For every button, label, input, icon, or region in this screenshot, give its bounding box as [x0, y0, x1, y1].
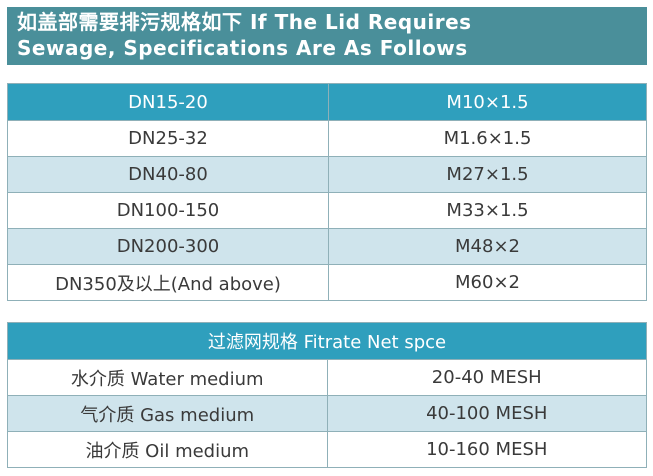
table-row: DN15-20 M10×1.5 — [7, 83, 647, 121]
table-cell: 10-160 MESH — [326, 431, 647, 468]
header-line-1: 如盖部需要排污规格如下 If The Lid Requires — [17, 10, 472, 34]
table-cell: 20-40 MESH — [326, 359, 647, 396]
table-row: 水介质 Water medium 20-40 MESH — [7, 359, 647, 396]
table-cell: M10×1.5 — [328, 83, 647, 121]
table-header-row: 过滤网规格 Fitrate Net spce — [7, 322, 647, 360]
table-cell: DN350及以上(And above) — [7, 264, 329, 301]
table-cell: DN100-150 — [7, 192, 329, 229]
table-cell: 气介质 Gas medium — [7, 395, 328, 432]
table-row: DN25-32 M1.6×1.5 — [7, 120, 647, 157]
table-row: DN350及以上(And above) M60×2 — [7, 264, 647, 301]
table-cell: DN15-20 — [7, 83, 329, 121]
table-row: DN100-150 M33×1.5 — [7, 192, 647, 229]
filter-table-title: 过滤网规格 Fitrate Net spce — [7, 322, 647, 360]
table-cell: DN40-80 — [7, 156, 329, 193]
table-cell: 水介质 Water medium — [7, 359, 328, 396]
drain-spec-table: DN15-20 M10×1.5 DN25-32 M1.6×1.5 DN40-80… — [7, 83, 647, 301]
filter-net-table: 过滤网规格 Fitrate Net spce 水介质 Water medium … — [7, 322, 647, 468]
table-cell: DN200-300 — [7, 228, 329, 265]
table-cell: M33×1.5 — [328, 192, 647, 229]
table-row: 油介质 Oil medium 10-160 MESH — [7, 431, 647, 468]
header-line-2: Sewage, Specifications Are As Follows — [17, 36, 468, 60]
table-row: DN200-300 M48×2 — [7, 228, 647, 265]
table-row: 气介质 Gas medium 40-100 MESH — [7, 395, 647, 432]
table-cell: 油介质 Oil medium — [7, 431, 328, 468]
table-row: DN40-80 M27×1.5 — [7, 156, 647, 193]
table-cell: 40-100 MESH — [326, 395, 647, 432]
table-cell: DN25-32 — [7, 120, 329, 157]
header-banner: 如盖部需要排污规格如下 If The Lid Requires Sewage, … — [7, 7, 647, 65]
table-cell: M1.6×1.5 — [328, 120, 647, 157]
table-cell: M27×1.5 — [328, 156, 647, 193]
table-cell: M48×2 — [328, 228, 647, 265]
table-cell: M60×2 — [328, 264, 647, 301]
